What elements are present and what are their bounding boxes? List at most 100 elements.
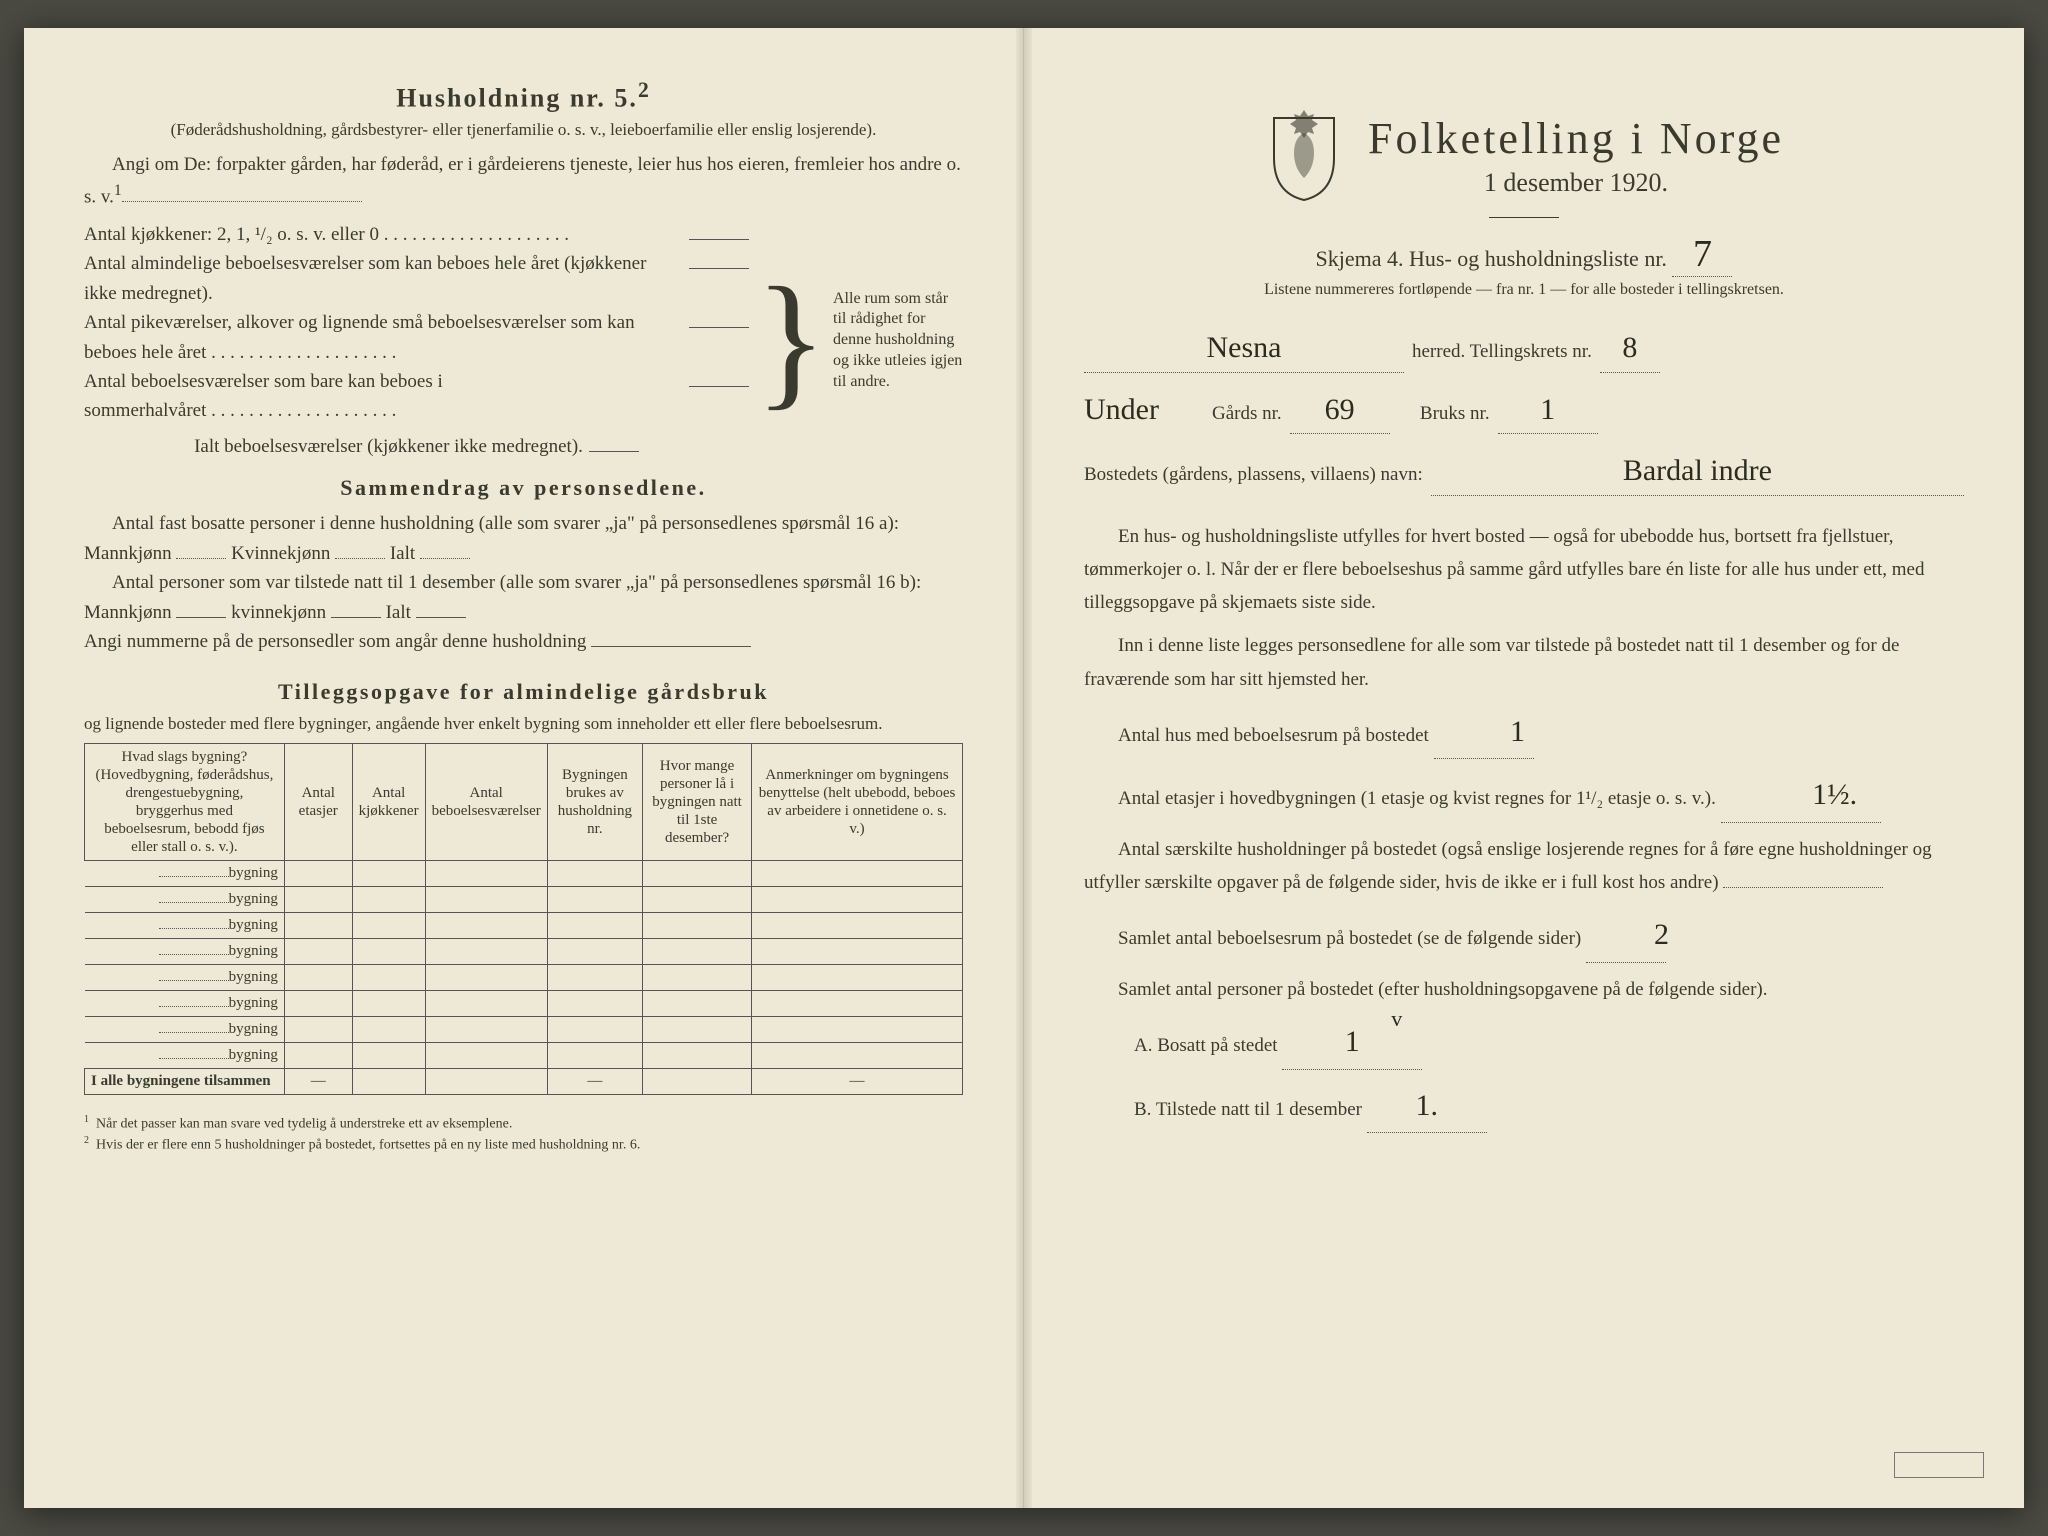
liste-nr-hand: 7 bbox=[1693, 232, 1712, 276]
etasjer-label: Antal etasjer i hovedbygningen (1 etasje… bbox=[1118, 788, 1716, 809]
samlet-rum-hand: 2 bbox=[1620, 909, 1669, 962]
tilstede-label: B. Tilstede natt til 1 desember bbox=[1134, 1099, 1362, 1120]
coat-of-arms-icon bbox=[1264, 108, 1344, 203]
samm-ialt2: Ialt bbox=[386, 602, 411, 623]
bosatt-mark: v bbox=[1391, 1000, 1402, 1039]
table-cell bbox=[352, 964, 425, 990]
bruks-field: 1 bbox=[1498, 387, 1598, 435]
table-cell bbox=[352, 938, 425, 964]
table-cell bbox=[352, 912, 425, 938]
footnote-1: 1 Når det passer kan man svare ved tydel… bbox=[84, 1113, 963, 1135]
rooms-lines: Antal kjøkkener: 2, 1, ¹/₂ o. s. v. elle… bbox=[84, 220, 749, 462]
table-col-4: Bygningen brukes av husholdning nr. bbox=[547, 743, 642, 860]
saerskilte-field bbox=[1723, 887, 1883, 888]
table-cell bbox=[284, 964, 352, 990]
samm-kvin2: kvinnekjønn bbox=[231, 602, 326, 623]
table-cell bbox=[425, 1042, 547, 1068]
etasjer-wrap: Antal etasjer i hovedbygningen (1 etasje… bbox=[1084, 769, 1964, 823]
rooms1: Antal almindelige beboelsesværelser som … bbox=[84, 249, 683, 308]
table-body: bygning bygning bygning bygning bygning … bbox=[85, 860, 963, 1068]
subtitle-paren: (Føderådshusholdning, gårdsbestyrer- ell… bbox=[84, 120, 963, 140]
samlet-rum-label: Samlet antal beboelsesrum på bostedet (s… bbox=[1118, 928, 1581, 949]
table-cell bbox=[752, 1042, 963, 1068]
sum-label: I alle bygningene tilsammen bbox=[85, 1068, 285, 1094]
table-cell bbox=[425, 912, 547, 938]
id-fields: Nesna herred. Tellingskrets nr. 8 Under … bbox=[1084, 325, 1964, 496]
etasjer-line: Antal etasjer i hovedbygningen (1 etasje… bbox=[1084, 769, 1964, 823]
angi-line: Angi om De: forpakter gården, har føderå… bbox=[84, 150, 963, 212]
table-cell bbox=[752, 990, 963, 1016]
brace-glyph: } bbox=[749, 277, 833, 405]
brace-text: Alle rum som står til rådighet for denne… bbox=[833, 289, 963, 393]
samm2-i bbox=[416, 599, 466, 618]
tilstede-hand: 1. bbox=[1416, 1080, 1439, 1133]
samm1-i bbox=[420, 540, 470, 559]
main-date: 1 desember 1920. bbox=[1368, 168, 1784, 198]
table-cell bbox=[547, 964, 642, 990]
table-cell bbox=[284, 990, 352, 1016]
samm1-k bbox=[335, 540, 385, 559]
table-cell bbox=[643, 860, 752, 886]
bosted-label: Bostedets (gårdens, plassens, villaens) … bbox=[1084, 460, 1423, 489]
header-block: Folketelling i Norge 1 desember 1920. bbox=[1084, 108, 1964, 203]
bosatt-label: A. Bosatt på stedet bbox=[1134, 1035, 1278, 1056]
table-row: bygning bbox=[85, 886, 963, 912]
gards-field: 69 bbox=[1290, 387, 1390, 435]
antal-hus-line: Antal hus med beboelsesrum på bostedet 1 bbox=[1084, 706, 1964, 760]
table-cell bbox=[752, 860, 963, 886]
bygning-cell: bygning bbox=[85, 990, 285, 1016]
left-page: Husholdning nr. 5.2 (Føderådshusholdning… bbox=[24, 28, 1024, 1508]
skjema-label: Skjema 4. Hus- og husholdningsliste nr. bbox=[1316, 246, 1667, 271]
samm-angi: Angi nummerne på de personsedler som ang… bbox=[84, 627, 963, 656]
title-block: Folketelling i Norge 1 desember 1920. bbox=[1368, 113, 1784, 198]
table-cell bbox=[352, 1016, 425, 1042]
title-sup: 2 bbox=[638, 78, 651, 102]
table-col-6: Anmerkninger om bygningens benyttelse (h… bbox=[752, 743, 963, 860]
rooms1-blank bbox=[689, 250, 749, 269]
table-cell bbox=[284, 938, 352, 964]
bosatt-hand: 1 bbox=[1345, 1016, 1360, 1069]
antal-hus-hand: 1 bbox=[1476, 706, 1525, 759]
samm-line1: Antal fast bosatte personer i denne hush… bbox=[84, 509, 963, 568]
bygning-cell: bygning bbox=[85, 886, 285, 912]
bygning-cell: bygning bbox=[85, 964, 285, 990]
tilstede-line: B. Tilstede natt til 1 desember 1. bbox=[1134, 1080, 1964, 1134]
samlet-pers-text: Samlet antal personer på bostedet (efter… bbox=[1084, 973, 1964, 1006]
para1-text: En hus- og husholdningsliste utfylles fo… bbox=[1084, 520, 1964, 620]
table-cell bbox=[547, 886, 642, 912]
samm1-m bbox=[176, 540, 226, 559]
table-cell bbox=[752, 964, 963, 990]
etasjer-hand: 1½. bbox=[1778, 769, 1857, 822]
table-head-row: Hvad slags bygning?(Hovedbygning, føderå… bbox=[85, 743, 963, 860]
title-text: Husholdning nr. 5. bbox=[396, 84, 638, 113]
samlet-rum-wrap: Samlet antal beboelsesrum på bostedet (s… bbox=[1084, 909, 1964, 963]
samm-kvin: Kvinnekjønn bbox=[231, 543, 330, 564]
rooms3: Antal beboelsesværelser som bare kan beb… bbox=[84, 367, 683, 426]
sum-c4: — bbox=[547, 1068, 642, 1094]
sammendrag-title: Sammendrag av personsedlene. bbox=[84, 475, 963, 501]
table-row: bygning bbox=[85, 1016, 963, 1042]
bygning-cell: bygning bbox=[85, 1016, 285, 1042]
saerskilte-line: Antal særskilte husholdninger på bostede… bbox=[1084, 833, 1964, 900]
para2-text: Inn i denne liste legges personsedlene f… bbox=[1084, 629, 1964, 696]
herred-suffix: herred. Tellingskrets nr. bbox=[1412, 337, 1592, 366]
tillegg-sub: og lignende bosteder med flere bygninger… bbox=[84, 713, 963, 735]
table-col-3: Antal beboelsesværelser bbox=[425, 743, 547, 860]
main-title: Folketelling i Norge bbox=[1368, 113, 1784, 164]
krets-field: 8 bbox=[1600, 325, 1660, 373]
table-cell bbox=[352, 860, 425, 886]
rooms3-blank bbox=[689, 368, 749, 387]
table-col-0: Hvad slags bygning?(Hovedbygning, føderå… bbox=[85, 743, 285, 860]
etasjer-field: 1½. bbox=[1721, 769, 1881, 823]
table-cell bbox=[547, 938, 642, 964]
rooms-total: Ialt beboelsesværelser (kjøkkener ikke m… bbox=[194, 432, 583, 461]
sum-c6: — bbox=[752, 1068, 963, 1094]
table-cell bbox=[547, 860, 642, 886]
samlet-rum-field: 2 bbox=[1586, 909, 1666, 963]
tillegg-table: Hvad slags bygning?(Hovedbygning, føderå… bbox=[84, 743, 963, 1095]
angi-blank bbox=[122, 183, 362, 202]
samlet-pers-line: Samlet antal personer på bostedet (efter… bbox=[1084, 973, 1964, 1006]
para1: En hus- og husholdningsliste utfylles fo… bbox=[1084, 520, 1964, 620]
rooms-total-blank bbox=[589, 433, 639, 452]
table-row: bygning bbox=[85, 860, 963, 886]
